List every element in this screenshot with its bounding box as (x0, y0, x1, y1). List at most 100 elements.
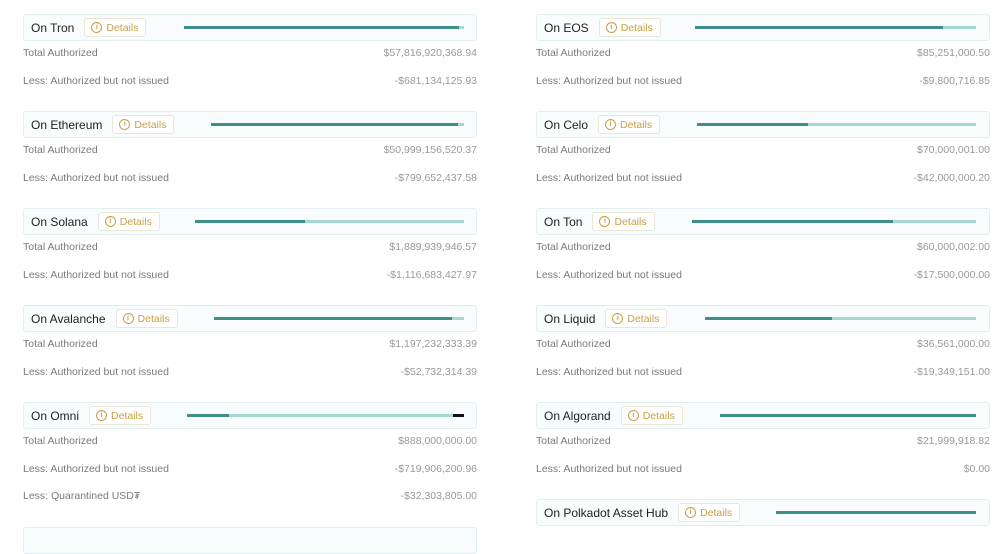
section-header: On Polkadot Asset Hub i Details (536, 499, 990, 526)
row-label: Total Authorized (23, 241, 98, 253)
row-value: $85,251,000.50 (917, 47, 990, 59)
row: Less: Authorized but not issued -$42,000,… (536, 172, 990, 184)
bar-remaining (452, 317, 464, 320)
row: Total Authorized $70,000,001.00 (536, 144, 990, 156)
details-label: Details (137, 312, 170, 325)
row-label: Total Authorized (536, 47, 611, 59)
section-header: On Solana i Details (23, 208, 477, 235)
details-button[interactable]: i Details (598, 115, 661, 134)
info-icon: i (605, 22, 617, 33)
details-button[interactable]: i Details (112, 115, 175, 134)
info-icon: i (119, 119, 131, 130)
row-value: $888,000,000.00 (398, 435, 477, 447)
row-label: Total Authorized (23, 338, 98, 350)
section-header: On Ton i Details (536, 208, 990, 235)
row-label: Total Authorized (536, 435, 611, 447)
info-icon: i (605, 119, 617, 130)
section-title: On Algorand (544, 408, 611, 423)
info-icon: i (96, 410, 108, 421)
row-label: Less: Quarantined USD₮ (23, 490, 141, 502)
bar-remaining (458, 123, 464, 126)
details-button[interactable]: i Details (678, 503, 741, 522)
details-button[interactable]: i Details (592, 212, 655, 231)
section-header: On EOS i Details (536, 14, 990, 41)
section-header: On Avalanche i Details (23, 305, 477, 332)
row-value: -$681,134,125.93 (394, 74, 477, 87)
row-value: -$719,906,200.96 (394, 462, 477, 475)
info-icon: i (122, 313, 134, 324)
row-label: Less: Authorized but not issued (23, 462, 169, 475)
details-button[interactable]: i Details (97, 212, 160, 231)
bar-remaining (229, 414, 453, 417)
row-value: $70,000,001.00 (917, 144, 990, 156)
details-button[interactable]: i Details (620, 406, 683, 425)
details-label: Details (614, 215, 647, 228)
bar-issued (720, 414, 976, 417)
section-title: On EOS (544, 20, 589, 35)
details-button[interactable]: i Details (84, 18, 147, 37)
bar-issued (692, 220, 893, 223)
details-label: Details (134, 118, 167, 131)
row-label: Less: Authorized but not issued (536, 74, 682, 87)
page: On Tron i Details Total Authorized $57,816,9… (23, 0, 990, 554)
details-label: Details (627, 312, 660, 325)
row-value: -$42,000,000.20 (913, 171, 990, 184)
row: Total Authorized $36,561,000.00 (536, 338, 990, 350)
section-header: On Omni i Details (23, 402, 477, 429)
row-value: $1,889,939,946.57 (389, 241, 477, 253)
details-button[interactable]: i Details (598, 18, 661, 37)
bar-remaining (459, 26, 464, 29)
row-label: Less: Authorized but not issued (536, 365, 682, 378)
info-icon: i (599, 216, 611, 227)
details-button[interactable]: i Details (115, 309, 178, 328)
section-header: On Algorand i Details (536, 402, 990, 429)
bar-quarantined (453, 414, 464, 417)
row: Total Authorized $57,816,920,368.94 (23, 47, 477, 59)
row: Less: Authorized but not issued $0.00 (536, 463, 990, 475)
section-header: On Celo i Details (536, 111, 990, 138)
row-value: -$19,349,151.00 (913, 365, 990, 378)
row-value: $60,000,002.00 (917, 241, 990, 253)
section-title: On Tron (31, 20, 75, 35)
details-label: Details (106, 21, 139, 34)
info-icon: i (91, 22, 103, 33)
info-icon: i (104, 216, 116, 227)
section-header: On Ethereum i Details (23, 111, 477, 138)
bar-issued (776, 511, 976, 514)
row: Total Authorized $60,000,002.00 (536, 241, 990, 253)
row-label: Total Authorized (536, 241, 611, 253)
info-icon: i (627, 410, 639, 421)
row-value: -$32,303,805.00 (400, 490, 477, 502)
left-column: On Tron i Details Total Authorized $57,816,9… (23, 0, 477, 554)
row: Less: Authorized but not issued -$1,116,6… (23, 269, 477, 281)
right-column: On EOS i Details Total Authorized $85,251,00… (536, 0, 990, 532)
section-title: On Ton (544, 214, 583, 229)
row: Less: Authorized but not issued -$681,134… (23, 75, 477, 87)
row: Less: Authorized but not issued -$19,349,… (536, 366, 990, 378)
row-label: Less: Authorized but not issued (536, 268, 682, 281)
details-label: Details (620, 118, 653, 131)
bar-issued (214, 317, 452, 320)
info-icon: i (612, 313, 624, 324)
row-value: -$799,652,437.58 (394, 171, 477, 184)
section-title: On Liquid (544, 311, 596, 326)
section-title: On Omni (31, 408, 80, 423)
row-value: $57,816,920,368.94 (383, 47, 477, 59)
row-label: Less: Authorized but not issued (536, 171, 682, 184)
details-button[interactable]: i Details (89, 406, 152, 425)
row-label: Total Authorized (23, 144, 98, 156)
row-label: Total Authorized (536, 144, 611, 156)
details-button[interactable]: i Details (605, 309, 668, 328)
row-value: -$52,732,314.39 (400, 365, 477, 378)
bar-remaining (832, 317, 976, 320)
row: Less: Quarantined USD₮ -$32,303,805.00 (23, 490, 477, 502)
section-header: On Tron i Details (23, 14, 477, 41)
details-label: Details (111, 409, 144, 422)
row: Total Authorized $50,999,156,520.37 (23, 144, 477, 156)
row-label: Less: Authorized but not issued (23, 365, 169, 378)
row: Total Authorized $21,999,918.82 (536, 435, 990, 447)
row-label: Less: Authorized but not issued (536, 462, 682, 475)
row: Total Authorized $1,197,232,333.39 (23, 338, 477, 350)
bar-remaining (893, 220, 976, 223)
row: Less: Authorized but not issued -$799,652… (23, 172, 477, 184)
